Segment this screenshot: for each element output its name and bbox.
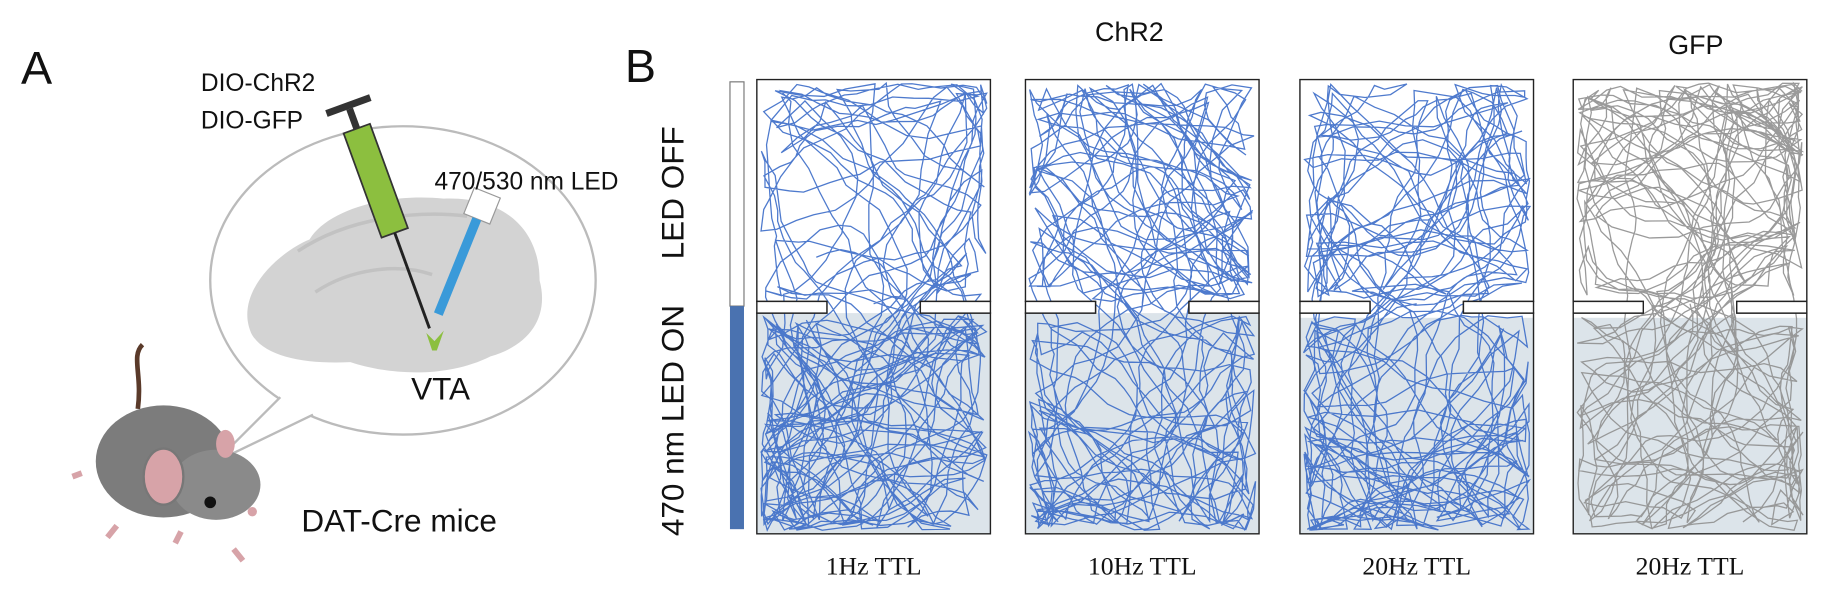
wall bbox=[1299, 300, 1371, 314]
arena-label: 20Hz TTL bbox=[1362, 552, 1471, 581]
wall bbox=[756, 300, 828, 314]
illustration bbox=[71, 94, 597, 563]
panel-label: A bbox=[21, 42, 53, 94]
arenas: 1Hz TTL 10Hz TTL 20Hz TTL 20Hz TTL bbox=[756, 78, 1808, 581]
trajectory bbox=[1302, 82, 1532, 531]
led-off-bar bbox=[729, 81, 745, 307]
wall bbox=[1024, 300, 1097, 314]
subject-label: DAT-Cre mice bbox=[301, 503, 497, 539]
wall bbox=[1572, 300, 1645, 314]
arena-label: 10Hz TTL bbox=[1088, 552, 1197, 581]
region-label: VTA bbox=[411, 371, 470, 407]
group-header: GFP bbox=[1668, 30, 1723, 60]
led-on-bar bbox=[729, 306, 744, 530]
injection-label: DIO-GFP bbox=[201, 108, 303, 135]
wall bbox=[1736, 300, 1808, 314]
row-label: LED OFF bbox=[654, 126, 690, 259]
injection-label: DIO-ChR2 bbox=[201, 70, 315, 97]
arena-label: 20Hz TTL bbox=[1636, 552, 1745, 581]
trajectory bbox=[1576, 81, 1805, 531]
wall bbox=[919, 300, 992, 314]
wall bbox=[1188, 300, 1260, 314]
arena-label: 1Hz TTL bbox=[826, 552, 922, 581]
wall bbox=[1462, 300, 1535, 314]
group-header: ChR2 bbox=[1095, 17, 1164, 47]
panel-label: B bbox=[625, 40, 656, 92]
row-label: 470 nm LED ON bbox=[654, 305, 690, 536]
trajectory bbox=[760, 81, 988, 532]
trajectory bbox=[1027, 82, 1257, 531]
light-label: 470/530 nm LED bbox=[434, 168, 618, 195]
